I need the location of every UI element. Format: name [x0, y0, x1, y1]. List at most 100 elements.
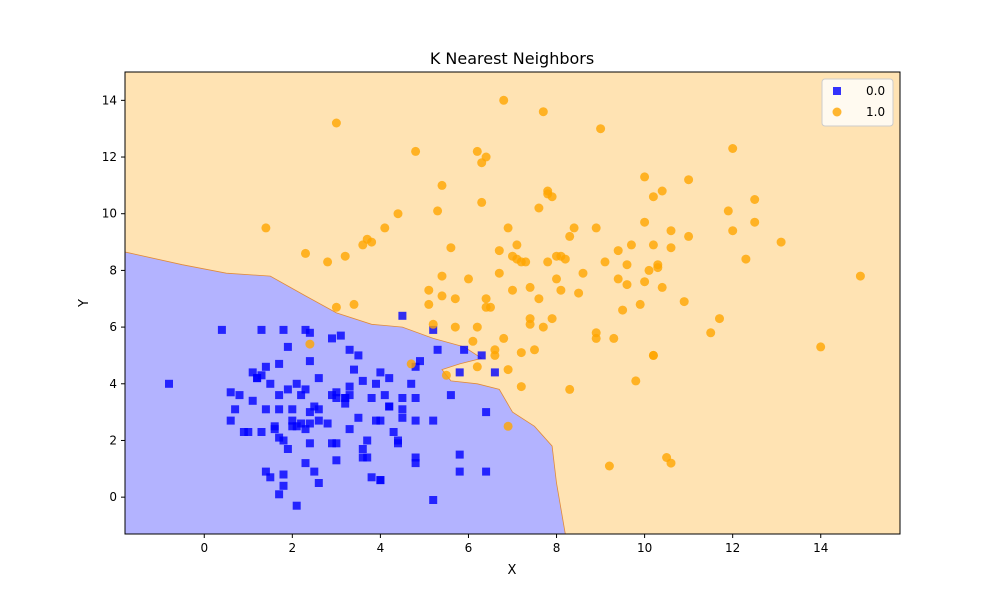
series-1-point-16: [424, 299, 434, 309]
series-0-point-102: [411, 459, 420, 468]
series-0-point-33: [283, 445, 292, 453]
series-0-point-16: [261, 362, 270, 371]
series-1-point-10: [367, 237, 377, 247]
series-0-point-60: [328, 334, 336, 343]
series-1-point-33: [481, 152, 491, 162]
legend-marker-series-1: [832, 107, 842, 117]
series-0-point-77: [358, 376, 367, 385]
series-1-point-99: [648, 192, 658, 202]
y-tick-label: 8: [109, 263, 117, 277]
series-0-point-45: [301, 385, 310, 394]
series-1-point-93: [640, 217, 650, 227]
series-0-point-61: [332, 394, 341, 402]
series-1-point-68: [552, 274, 561, 284]
chart-title: K Nearest Neighbors: [430, 49, 594, 68]
series-1-point-71: [560, 254, 570, 264]
series-1-point-70: [556, 285, 566, 295]
series-0-point-9: [248, 368, 257, 377]
series-1-point-1: [301, 248, 310, 258]
series-1-point-66: [547, 314, 557, 324]
plot-area: [124, 71, 901, 535]
series-1-point-6: [340, 251, 350, 261]
series-1-point-54: [525, 282, 535, 292]
series-1-point-74: [569, 223, 579, 233]
series-1-point-12: [393, 209, 403, 219]
series-0-point-36: [288, 405, 297, 414]
series-1-point-112: [715, 314, 724, 324]
series-0-point-116: [477, 351, 486, 360]
series-0-point-37: [292, 379, 301, 388]
series-1-point-116: [741, 254, 751, 264]
series-0-point-71: [345, 391, 354, 400]
series-1-point-40: [494, 268, 504, 278]
series-0-point-12: [257, 371, 266, 380]
series-1-point-83: [609, 333, 619, 343]
series-0-point-41: [297, 391, 306, 400]
series-1-point-14: [411, 146, 421, 156]
series-0-point-110: [433, 345, 442, 354]
x-tick-label: 6: [465, 541, 473, 555]
series-1-point-82: [604, 461, 614, 471]
series-1-point-95: [644, 265, 654, 275]
x-tick-label: 14: [813, 541, 828, 555]
series-1-point-121: [855, 271, 865, 281]
series-1-point-103: [657, 186, 667, 196]
series-0-point-108: [429, 496, 438, 504]
series-1-point-24: [450, 322, 460, 332]
series-1-point-75: [574, 288, 584, 298]
series-1-point-26: [464, 274, 473, 284]
y-tick-label: 4: [109, 377, 117, 391]
series-0-point-111: [446, 391, 455, 400]
series-0-point-88: [376, 476, 385, 485]
series-1-point-59: [534, 294, 544, 304]
series-1-point-78: [591, 333, 601, 343]
series-1-point-76: [578, 268, 588, 278]
series-1-point-90: [631, 376, 641, 386]
series-1-point-111: [706, 328, 716, 338]
series-1-point-56: [525, 314, 535, 324]
series-0-point-70: [345, 382, 354, 391]
series-0-point-69: [345, 345, 354, 354]
series-0-point-4: [231, 405, 240, 414]
series-0-point-13: [257, 428, 266, 436]
series-1-point-5: [331, 302, 341, 312]
series-0-point-54: [314, 405, 323, 414]
series-1-point-30: [472, 146, 482, 156]
series-0-point-78: [358, 453, 367, 462]
series-0-point-119: [490, 368, 499, 377]
series-1-point-47: [508, 285, 517, 295]
y-tick-label: 2: [109, 433, 117, 447]
series-0-point-92: [385, 374, 394, 383]
series-0-point-118: [482, 467, 491, 476]
series-1-point-2: [305, 339, 315, 349]
series-0-point-44: [301, 325, 310, 334]
series-0-point-32: [283, 342, 292, 351]
series-0-point-64: [332, 439, 341, 448]
series-0-point-27: [279, 325, 288, 334]
series-0-point-72: [345, 425, 354, 434]
series-0-point-48: [305, 439, 314, 448]
series-0-point-82: [367, 473, 376, 482]
series-1-point-105: [666, 243, 676, 253]
series-0-point-113: [455, 467, 464, 476]
series-0-point-35: [288, 422, 297, 431]
series-0-point-115: [460, 345, 469, 354]
x-tick-label: 12: [725, 541, 740, 555]
series-1-point-0: [261, 223, 271, 233]
series-0-point-106: [416, 357, 424, 366]
series-1-point-45: [503, 223, 513, 233]
legend-label-series-0: 0.0: [866, 84, 885, 98]
series-1-point-23: [446, 243, 456, 253]
series-1-point-38: [490, 345, 500, 355]
x-axis: 0 2 4 6 8 10 12 14: [200, 534, 828, 555]
series-1-point-115: [728, 226, 738, 236]
series-1-point-92: [640, 172, 650, 182]
series-0-point-74: [354, 413, 363, 422]
legend-label-series-1: 1.0: [866, 105, 885, 119]
series-0-point-47: [305, 328, 314, 337]
series-0-point-63: [332, 388, 341, 397]
series-0-point-97: [398, 405, 407, 414]
series-0-point-62: [332, 456, 341, 465]
series-1-point-52: [516, 382, 526, 392]
series-1-point-97: [648, 350, 658, 360]
